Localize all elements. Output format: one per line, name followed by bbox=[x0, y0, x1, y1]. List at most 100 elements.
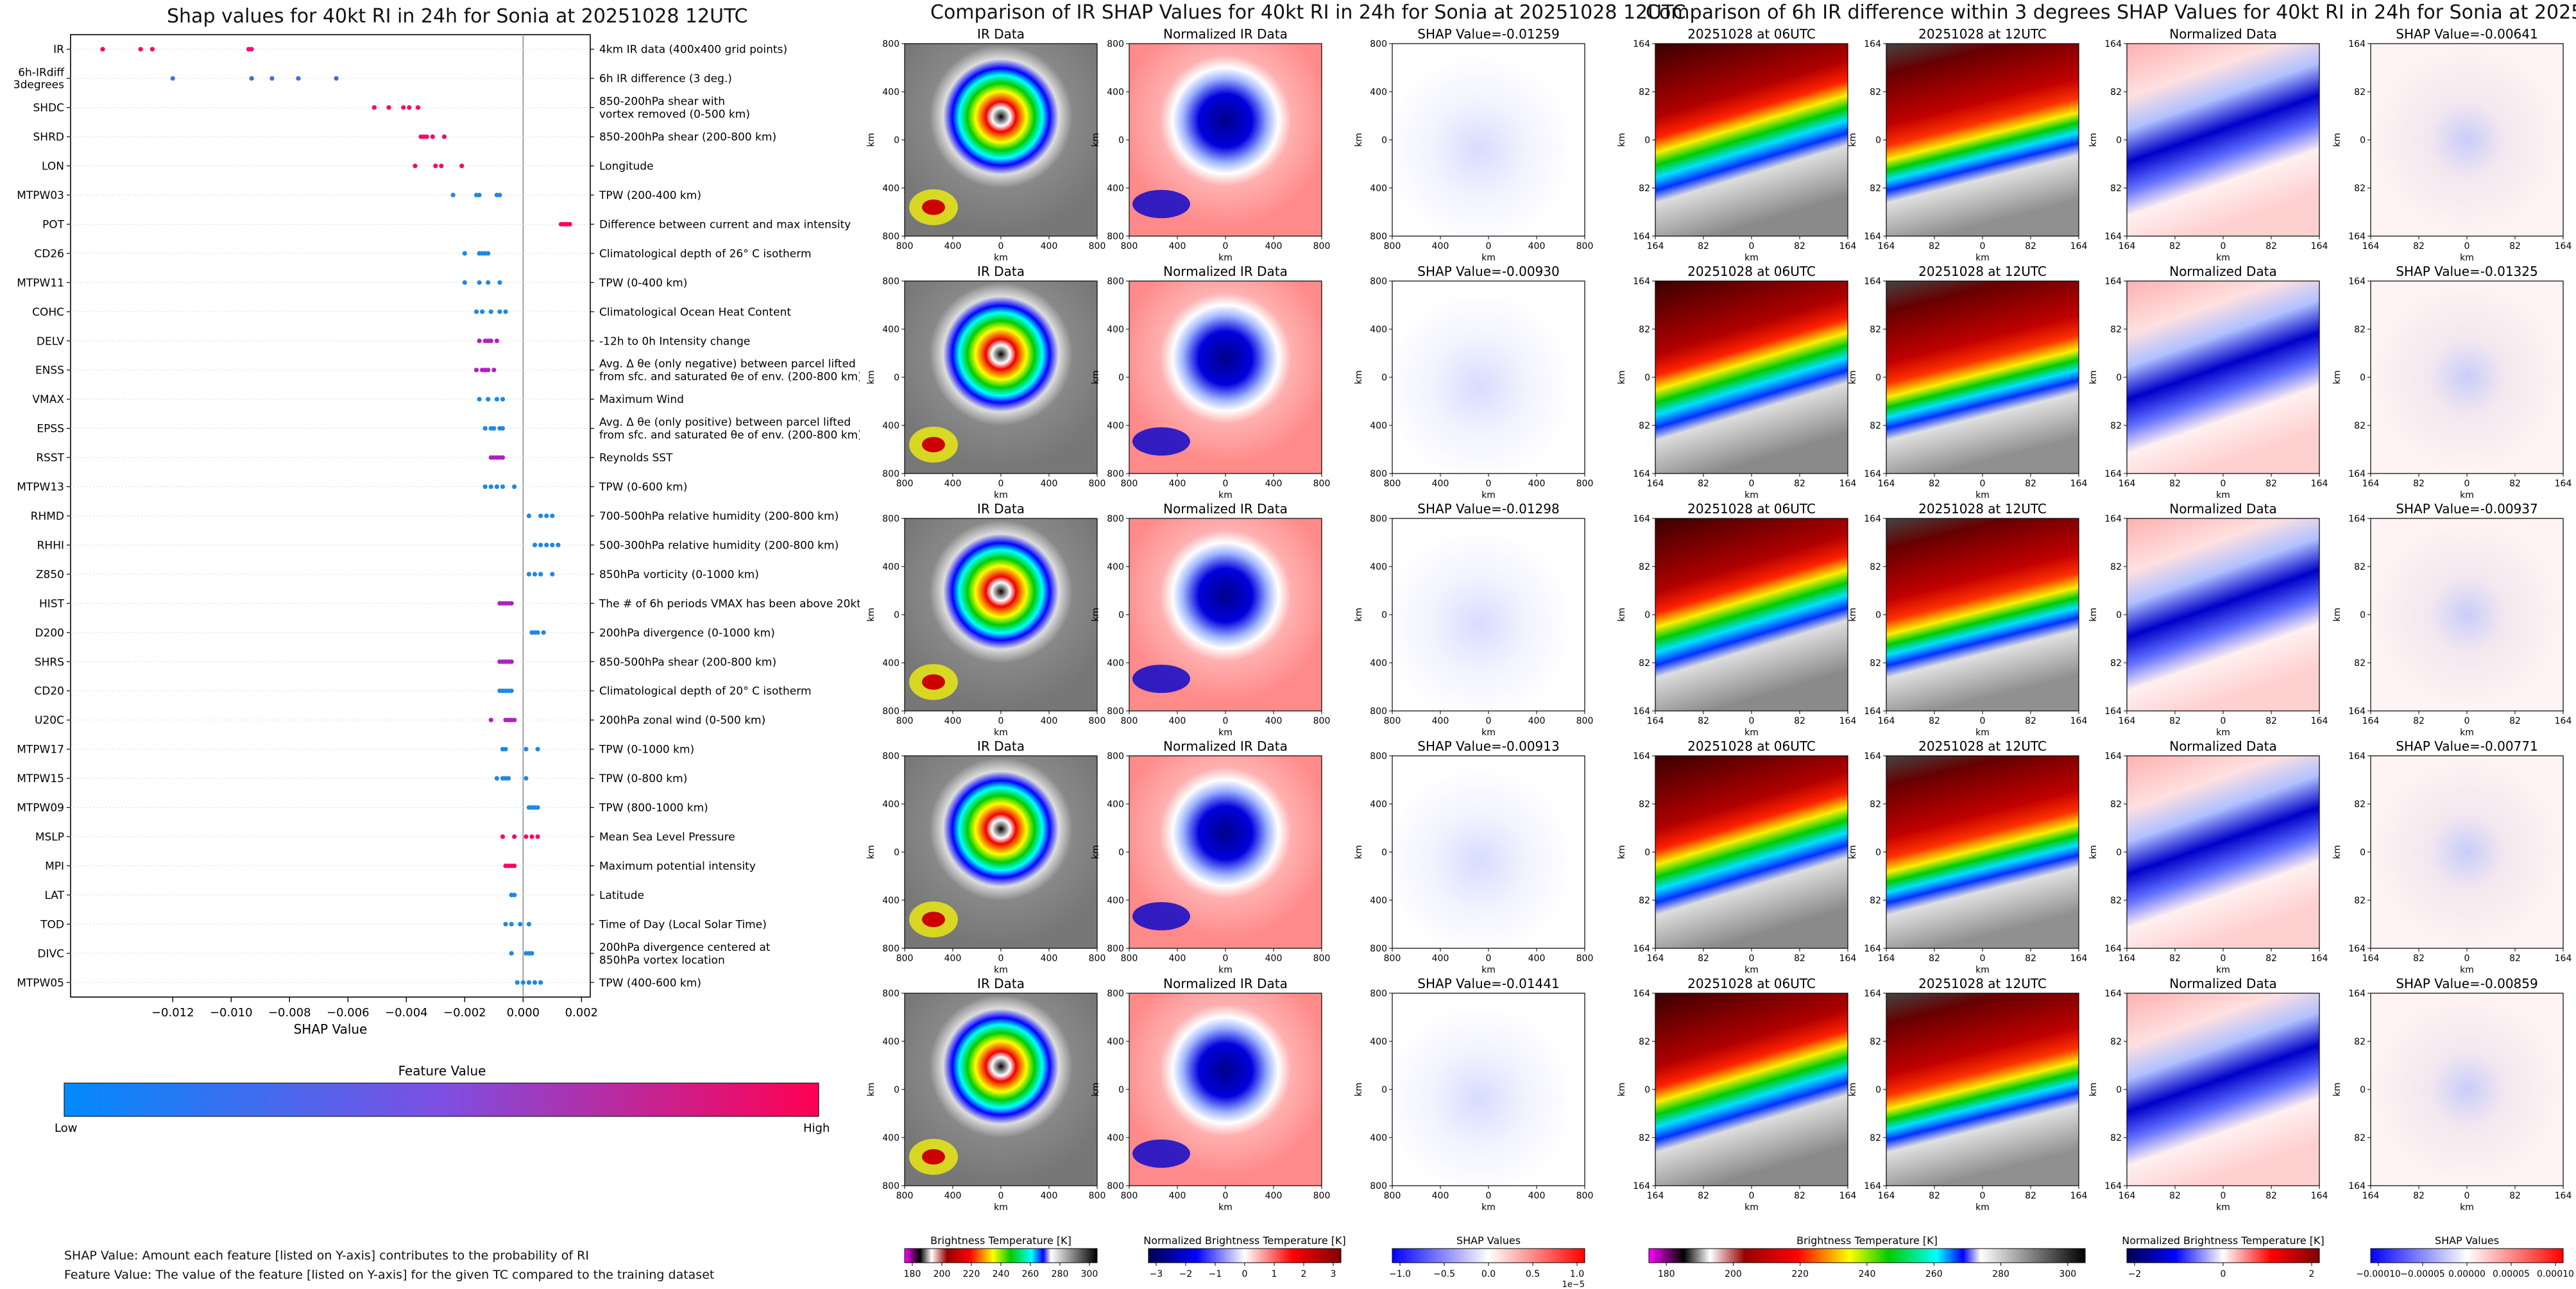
panel-x-tick-label: 82 bbox=[1794, 716, 1805, 726]
panel-image bbox=[2127, 756, 2319, 948]
panel-y-tick-label: 0 bbox=[1381, 610, 1387, 620]
panel-x-tick-label: 164 bbox=[1878, 241, 1895, 252]
panel-x-tick-label: 800 bbox=[1089, 953, 1106, 964]
shap-point bbox=[509, 951, 514, 956]
panel-ylabel: km bbox=[2332, 845, 2342, 859]
panel-title: 20251028 at 12UTC bbox=[1918, 976, 2047, 991]
shap-point bbox=[556, 542, 561, 548]
panel-y-tick-label: 800 bbox=[1107, 706, 1124, 717]
colorbar-tick-label: 180 bbox=[1658, 1269, 1675, 1279]
image-panel: Normalized IR Data8008004004000040040080… bbox=[1091, 738, 1330, 975]
shap-point bbox=[526, 921, 532, 926]
feature-description: Difference between current and max inten… bbox=[599, 218, 851, 231]
feature-row: MTPW13 TPW (0-600 km) bbox=[17, 481, 687, 494]
shap-point bbox=[413, 163, 418, 169]
panel-x-tick-label: 164 bbox=[2119, 479, 2136, 489]
panel-x-tick-label: 164 bbox=[2119, 1191, 2136, 1201]
shap-point bbox=[535, 630, 540, 635]
panel-y-tick-label: 164 bbox=[2104, 232, 2122, 242]
panel-title: Normalized Data bbox=[2169, 976, 2277, 991]
feature-description: 850-500hPa shear (200-800 km) bbox=[599, 656, 776, 669]
panel-image bbox=[1392, 756, 1585, 948]
shap-point bbox=[459, 163, 465, 169]
panel-y-tick-label: 800 bbox=[882, 706, 900, 717]
panel-x-tick-label: 0 bbox=[998, 479, 1004, 489]
shap-point bbox=[529, 951, 534, 956]
panel-ylabel: km bbox=[1617, 608, 1627, 622]
shap-point bbox=[524, 747, 529, 752]
shap-point bbox=[480, 309, 485, 314]
colorbar-gradient bbox=[2370, 1248, 2564, 1263]
feature-row: CD26 Climatological depth of 26° C isothe… bbox=[34, 248, 811, 260]
shap-point bbox=[371, 105, 377, 110]
panel-x-tick-label: 0 bbox=[2464, 716, 2470, 726]
colorbar-tick-label: 260 bbox=[1022, 1269, 1039, 1279]
panel-y-tick-label: 0 bbox=[2360, 1085, 2366, 1095]
panel-xlabel: km bbox=[1744, 965, 1759, 975]
panel-y-tick-label: 82 bbox=[2354, 799, 2366, 810]
colorbar-tick-label: 240 bbox=[1859, 1269, 1876, 1279]
panel-ylabel: km bbox=[1848, 370, 1858, 384]
panel-x-tick-label: 82 bbox=[2025, 479, 2036, 489]
panel-y-tick-label: 0 bbox=[894, 373, 900, 383]
colorbar-gradient bbox=[1148, 1248, 1342, 1263]
image-panel: Normalized Data1641648282008282164164kmk… bbox=[2088, 26, 2328, 263]
image-panels: IR Data80080040040000400400800800kmkmNor… bbox=[866, 26, 2574, 1289]
panel-x-tick-label: 82 bbox=[2265, 953, 2277, 964]
feature-description: -12h to 0h Intensity change bbox=[599, 335, 750, 348]
panel-y-tick-label: 800 bbox=[1107, 469, 1124, 479]
feature-name: DELV bbox=[37, 335, 64, 348]
image-panel: SHAP Value=-0.01298800800400400004004008… bbox=[1354, 501, 1593, 738]
shap-point bbox=[433, 163, 438, 169]
panel-ylabel: km bbox=[1354, 608, 1364, 622]
panel-y-tick-label: 400 bbox=[1370, 1133, 1387, 1143]
panel-title: Normalized Data bbox=[2169, 264, 2277, 279]
feature-description: The # of 6h periods VMAX has been above … bbox=[599, 597, 860, 610]
feature-name: DIVC bbox=[37, 948, 64, 960]
panel-x-tick-label: 0 bbox=[1749, 953, 1755, 964]
panel-x-tick-label: 164 bbox=[1839, 716, 1857, 726]
shap-point bbox=[386, 105, 391, 110]
panel-x-tick-label: 400 bbox=[1041, 1191, 1058, 1201]
panel-y-tick-label: 0 bbox=[2116, 1085, 2122, 1095]
panel-x-tick-label: 400 bbox=[1041, 953, 1058, 964]
panel-title: Normalized IR Data bbox=[1163, 501, 1288, 516]
panel-xlabel: km bbox=[1975, 965, 1990, 975]
colorbar-low-label: Low bbox=[55, 1122, 77, 1135]
panel-xlabel: km bbox=[2460, 728, 2474, 738]
x-tick-label: −0.008 bbox=[268, 1006, 311, 1020]
panel-y-tick-label: 82 bbox=[2354, 896, 2366, 906]
panel-x-tick-label: 0 bbox=[1223, 479, 1229, 489]
panel-x-tick-label: 82 bbox=[1794, 479, 1805, 489]
panel-y-tick-label: 82 bbox=[2354, 1037, 2366, 1047]
panel-x-tick-label: 164 bbox=[2070, 479, 2088, 489]
panel-x-tick-label: 400 bbox=[944, 716, 962, 726]
panel-y-tick-label: 82 bbox=[2110, 1133, 2122, 1143]
panel-xlabel: km bbox=[1744, 728, 1759, 738]
panel-xlabel: km bbox=[1975, 253, 1990, 263]
panel-y-tick-label: 164 bbox=[1633, 944, 1650, 954]
cloud-core bbox=[922, 674, 945, 690]
panel-y-tick-label: 164 bbox=[2104, 944, 2122, 954]
panel-x-tick-label: 0 bbox=[1980, 1191, 1986, 1201]
shap-point bbox=[491, 368, 497, 373]
panel-ylabel: km bbox=[1617, 370, 1627, 384]
panel-y-tick-label: 400 bbox=[1370, 1037, 1387, 1047]
feature-name: RHHI bbox=[37, 539, 64, 552]
panel-y-tick-label: 82 bbox=[1870, 799, 1881, 810]
shap-point bbox=[100, 47, 105, 52]
x-tick-label: −0.004 bbox=[385, 1006, 428, 1020]
feature-row: U20C 200hPa zonal wind (0-500 km) bbox=[35, 714, 765, 727]
panel-x-tick-label: 82 bbox=[2265, 716, 2277, 726]
panel-x-tick-label: 800 bbox=[1384, 241, 1401, 252]
panel-y-tick-label: 0 bbox=[1644, 135, 1650, 146]
feature-row: DIVC 200hPa divergence centered at850hPa … bbox=[37, 941, 770, 967]
panel-y-tick-label: 0 bbox=[2360, 610, 2366, 620]
panel-x-tick-label: 800 bbox=[896, 479, 914, 489]
feature-description: Climatological depth of 20° C isotherm bbox=[599, 685, 812, 698]
panel-ylabel: km bbox=[866, 845, 876, 859]
panel-x-tick-label: 800 bbox=[1121, 716, 1138, 726]
panel-y-tick-label: 800 bbox=[1370, 469, 1387, 479]
colorbar-offset: 1e−5 bbox=[1562, 1280, 1585, 1289]
panel-ylabel: km bbox=[2088, 1082, 2099, 1097]
